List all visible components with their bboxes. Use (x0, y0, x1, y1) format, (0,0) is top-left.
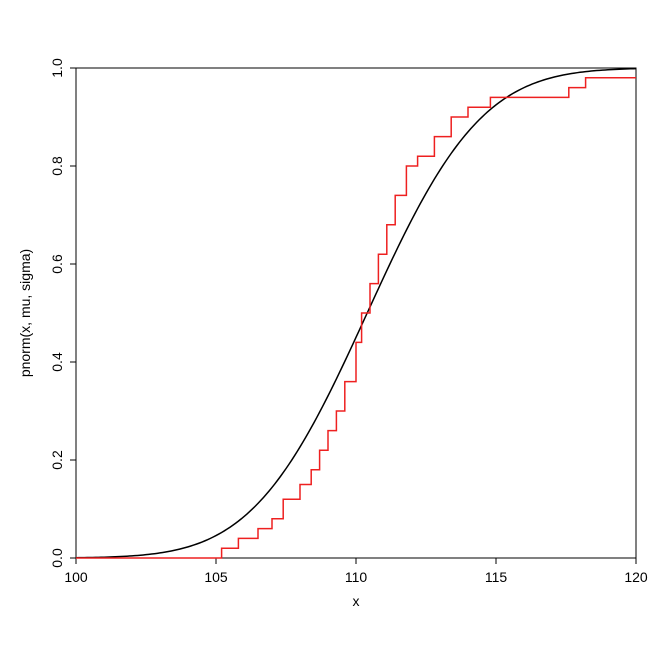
y-axis-label: pnorm(x, mu, sigma) (17, 249, 33, 377)
y-tick-label: 0.6 (49, 254, 65, 274)
y-tick-label: 0.2 (49, 450, 65, 470)
y-tick-label: 0.4 (49, 352, 65, 372)
x-tick-label: 110 (345, 569, 368, 585)
x-tick-label: 120 (624, 569, 648, 585)
x-tick-label: 100 (64, 569, 88, 585)
x-tick-label: 105 (204, 569, 228, 585)
series-ecdf (76, 78, 636, 558)
chart-container: 100 105 110 115 120 0.0 0.2 0.4 0.6 0.8 1.0 x pnorm(… (0, 0, 672, 671)
y-tick-label: 0.0 (49, 548, 65, 568)
y-tick-label: 1.0 (49, 58, 65, 78)
plot-box (76, 68, 636, 558)
y-tick-label: 0.8 (49, 156, 65, 176)
series-pnorm (76, 69, 636, 558)
chart-svg: 100 105 110 115 120 0.0 0.2 0.4 0.6 0.8 1.0 x pnorm(… (0, 0, 672, 671)
x-axis-label: x (353, 593, 360, 609)
x-tick-label: 115 (485, 569, 508, 585)
